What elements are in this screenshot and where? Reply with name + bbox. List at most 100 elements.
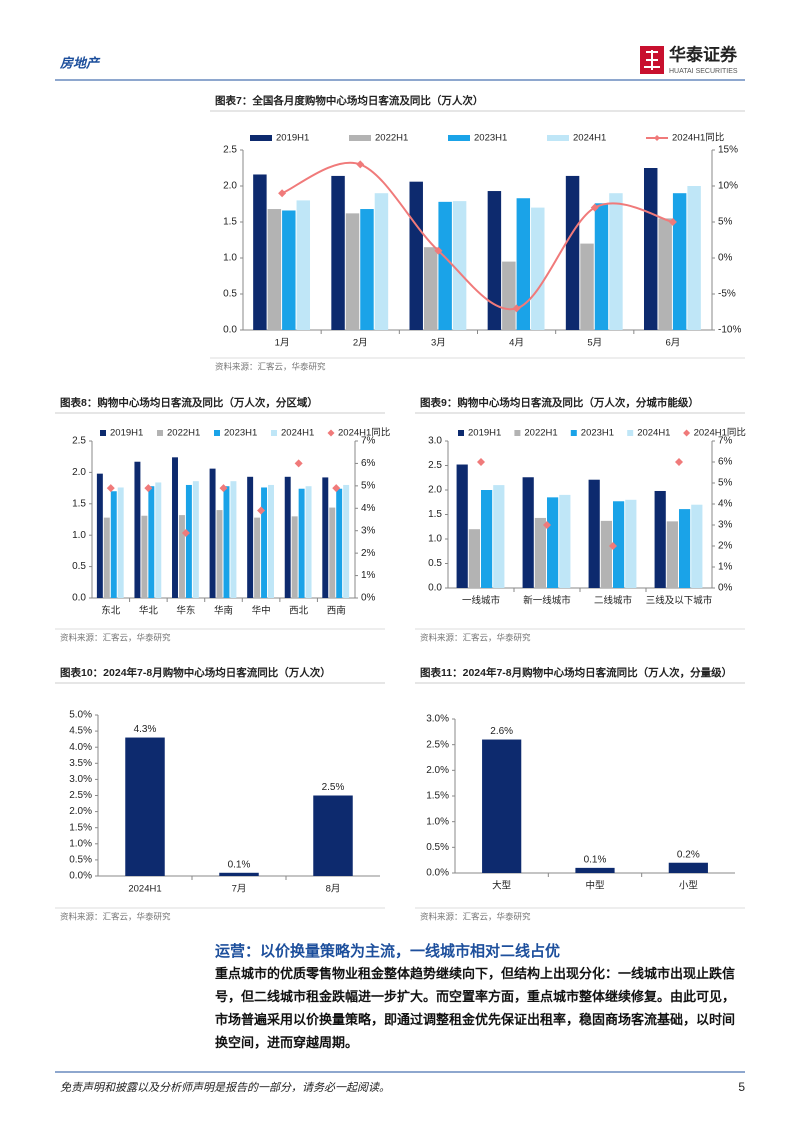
- bar: [103, 517, 110, 598]
- bar: [468, 529, 480, 588]
- y2-tick-label: 2%: [361, 548, 376, 559]
- legend-swatch: [458, 430, 464, 436]
- y-tick-label: 0.5: [223, 289, 237, 300]
- y2-tick-label: 5%: [361, 480, 376, 491]
- y-tick-label: 2.5%: [426, 739, 449, 750]
- bar: [487, 191, 502, 330]
- y-tick-label: 2.0%: [69, 806, 92, 817]
- y-tick-label: 2.5: [72, 436, 86, 447]
- x-tick-label: 一线城市: [462, 595, 501, 607]
- marker: [257, 506, 266, 515]
- chart-source: 资料来源：汇客云，华泰研究: [420, 911, 531, 921]
- marker: [332, 484, 341, 493]
- y-tick-label: 4.5%: [69, 726, 92, 737]
- y-tick-label: 0.0%: [69, 871, 92, 882]
- chart-title: 图表7：全国各月度购物中心场均日客流及同比（万人次）: [215, 94, 483, 107]
- bar: [575, 867, 615, 873]
- marker: [675, 458, 683, 466]
- legend-label: 2022H1: [375, 133, 408, 144]
- bar: [691, 504, 703, 588]
- y2-tick-label: 7%: [718, 436, 733, 447]
- bar: [172, 457, 178, 598]
- legend-swatch: [157, 430, 163, 436]
- bar: [658, 218, 672, 330]
- marker: [278, 189, 287, 198]
- marker: [219, 484, 228, 493]
- y-tick-label: 1.0: [428, 534, 442, 545]
- bar: [374, 193, 389, 330]
- bar: [148, 486, 155, 598]
- y2-tick-label: 6%: [361, 458, 376, 469]
- value-label: 4.3%: [134, 724, 157, 735]
- bar: [672, 193, 687, 330]
- y-tick-label: 2.5: [223, 145, 237, 156]
- y-tick-label: 1.0%: [426, 816, 449, 827]
- bar: [134, 461, 141, 598]
- bar: [409, 181, 423, 330]
- marker: [477, 458, 485, 466]
- page-number: 5: [738, 1080, 745, 1094]
- bar: [666, 521, 678, 588]
- legend-label: 2022H1: [524, 428, 557, 439]
- y2-tick-label: 2%: [718, 541, 733, 552]
- y2-tick-label: 1%: [718, 562, 733, 573]
- bar: [481, 490, 493, 588]
- bar: [247, 476, 254, 598]
- y2-tick-label: 0%: [718, 253, 733, 264]
- marker: [609, 542, 617, 550]
- x-tick-label: 华东: [176, 605, 195, 617]
- legend-label: 2024H1同比: [672, 132, 724, 144]
- x-tick-label: 4月: [509, 338, 524, 349]
- y2-tick-label: 7%: [361, 436, 376, 447]
- bar: [155, 482, 162, 598]
- bar: [313, 795, 353, 876]
- bar: [345, 213, 360, 330]
- y-tick-label: 3.0%: [426, 714, 449, 725]
- bar: [668, 862, 708, 873]
- bar: [343, 484, 350, 598]
- bar: [282, 210, 296, 330]
- bar: [296, 200, 311, 330]
- value-label: 0.1%: [228, 859, 251, 870]
- x-tick-label: 华南: [214, 605, 233, 617]
- legend-marker: [654, 135, 660, 141]
- y-tick-label: 1.5%: [69, 822, 92, 833]
- legend-swatch: [250, 135, 272, 141]
- y2-tick-label: 0%: [361, 593, 376, 604]
- legend-label: 2024H1同比: [338, 427, 390, 439]
- legend-swatch: [547, 135, 569, 141]
- bar: [322, 477, 329, 598]
- x-tick-label: 二线城市: [594, 595, 633, 607]
- legend-label: 2024H1: [281, 428, 314, 439]
- chart-source: 资料来源：汇客云，华泰研究: [420, 632, 531, 642]
- legend-label: 2024H1: [637, 428, 670, 439]
- bar: [522, 477, 534, 588]
- bar: [141, 515, 148, 598]
- x-tick-label: 3月: [431, 338, 446, 349]
- bar: [594, 203, 609, 330]
- y-tick-label: 1.0%: [69, 838, 92, 849]
- y-tick-label: 5.0%: [69, 710, 92, 721]
- y-tick-label: 3.5%: [69, 758, 92, 769]
- legend-label: 2019H1: [110, 428, 143, 439]
- bar: [687, 186, 701, 330]
- y2-tick-label: 3%: [718, 520, 733, 531]
- x-tick-label: 西南: [327, 605, 346, 617]
- chart-title: 图表8：购物中心场均日客流及同比（万人次，分区域）: [60, 396, 318, 409]
- bar: [613, 501, 625, 588]
- y2-tick-label: -5%: [718, 289, 736, 300]
- y2-tick-label: 0%: [718, 583, 733, 594]
- bar: [291, 516, 298, 598]
- value-label: 2.6%: [490, 726, 513, 737]
- y2-tick-label: 10%: [718, 181, 738, 192]
- legend-swatch: [100, 430, 106, 436]
- bar: [216, 510, 223, 598]
- chart-title: 图表10：2024年7-8月购物中心场均日客流同比（万人次）: [60, 666, 331, 679]
- logo-text-en: HUATAI SECURITIES: [669, 68, 738, 75]
- y-tick-label: 2.5: [428, 460, 442, 471]
- bar: [423, 247, 438, 330]
- chart-title: 图表11：2024年7-8月购物中心场均日客流同比（万人次，分量级）: [420, 666, 732, 679]
- y-tick-label: 1.5: [428, 509, 442, 520]
- marker: [144, 484, 153, 493]
